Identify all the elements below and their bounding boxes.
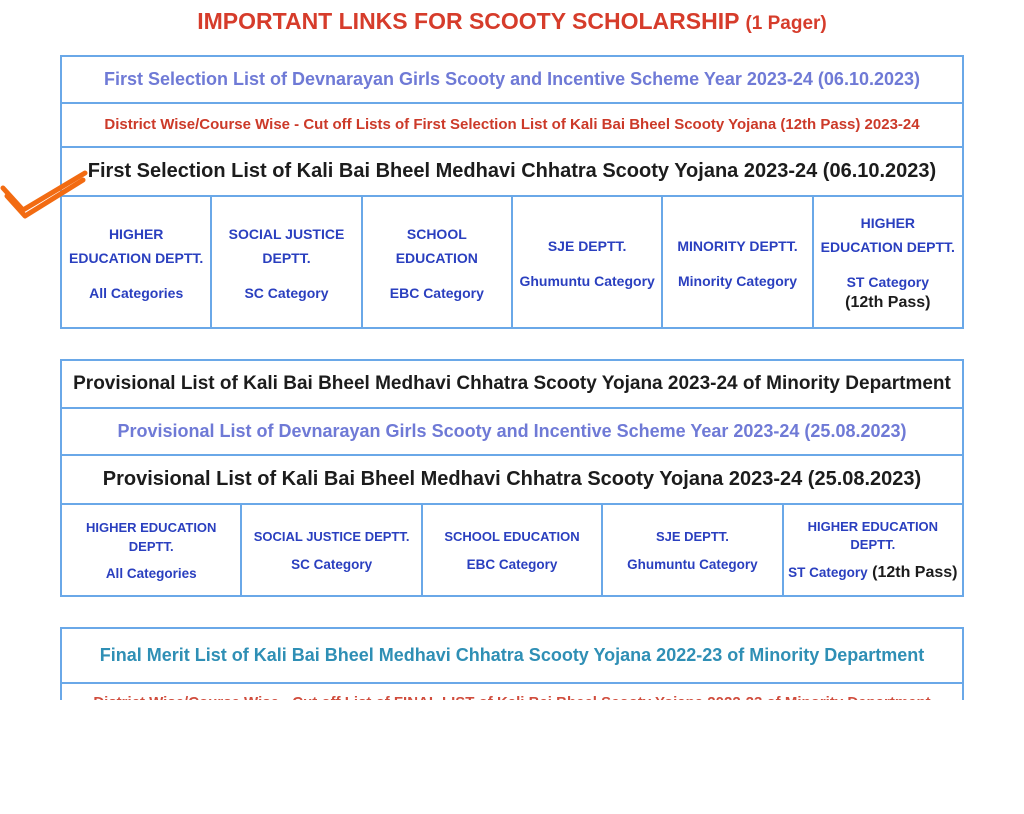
department-link[interactable]: SCHOOL EDUCATION: [369, 223, 505, 271]
department-link[interactable]: SJE DEPTT.: [656, 528, 729, 546]
department-link[interactable]: SOCIAL JUSTICE DEPTT.: [254, 528, 410, 546]
department-link[interactable]: HIGHER EDUCATION DEPTT.: [788, 518, 958, 554]
department-cell: SJE DEPTT. Ghumuntu Category: [511, 197, 661, 327]
link-final-merit-minority[interactable]: Final Merit List of Kali Bai Bheel Medha…: [100, 645, 925, 665]
title-suffix: (1 Pager): [745, 13, 826, 34]
link-devnarayan-first-selection[interactable]: First Selection List of Devnarayan Girls…: [104, 69, 920, 89]
category-link[interactable]: ST Category (12th Pass): [788, 564, 957, 582]
department-cell: SCHOOL EDUCATION EBC Category: [361, 197, 511, 327]
department-cell: SCHOOL EDUCATION EBC Category: [421, 505, 601, 595]
department-link[interactable]: SCHOOL EDUCATION: [444, 528, 579, 546]
department-cell: SOCIAL JUSTICE DEPTT. SC Category: [240, 505, 420, 595]
department-link[interactable]: HIGHER EDUCATION DEPTT.: [820, 212, 956, 260]
row-link: District Wise/Course Wise - Cut off List…: [62, 682, 962, 700]
department-cell: SOCIAL JUSTICE DEPTT. SC Category: [210, 197, 360, 327]
department-link[interactable]: HIGHER EDUCATION DEPTT.: [68, 223, 204, 271]
department-link[interactable]: HIGHER EDUCATION DEPTT.: [66, 519, 236, 555]
department-cell: HIGHER EDUCATION DEPTT. All Categories: [62, 197, 210, 327]
department-link[interactable]: SOCIAL JUSTICE DEPTT.: [218, 223, 354, 271]
category-link[interactable]: EBC Category: [390, 285, 484, 301]
link-cutoff-kali-bai-first[interactable]: District Wise/Course Wise - Cut off List…: [104, 116, 919, 133]
row-link: District Wise/Course Wise - Cut off List…: [62, 102, 962, 146]
department-cell: HIGHER EDUCATION DEPTT. All Categories: [62, 505, 240, 595]
department-cell: HIGHER EDUCATION DEPTT. ST Category (12th…: [812, 197, 962, 327]
row-heading: First Selection List of Kali Bai Bheel M…: [62, 146, 962, 195]
department-link[interactable]: SJE DEPTT.: [548, 235, 627, 259]
category-link[interactable]: Ghumuntu Category: [627, 557, 758, 572]
section-provisional: Provisional List of Kali Bai Bheel Medha…: [60, 359, 964, 597]
category-link[interactable]: EBC Category: [467, 557, 558, 572]
department-cell: SJE DEPTT. Ghumuntu Category: [601, 505, 781, 595]
row-heading: Provisional List of Kali Bai Bheel Medha…: [62, 361, 962, 407]
category-extra: (12th Pass): [868, 564, 958, 581]
category-link[interactable]: SC Category: [244, 285, 328, 301]
row-link: Provisional List of Devnarayan Girls Sco…: [62, 407, 962, 454]
category-link[interactable]: ST Category (12th Pass): [845, 274, 930, 312]
page-title: IMPORTANT LINKS FOR SCOOTY SCHOLARSHIP (…: [0, 8, 1024, 35]
title-main: IMPORTANT LINKS FOR SCOOTY SCHOLARSHIP: [197, 8, 739, 34]
category-link[interactable]: SC Category: [291, 557, 372, 572]
row-link: Final Merit List of Kali Bai Bheel Medha…: [62, 629, 962, 682]
section-final-merit: Final Merit List of Kali Bai Bheel Medha…: [60, 627, 964, 700]
row-heading: Provisional List of Kali Bai Bheel Medha…: [62, 454, 962, 503]
category-link[interactable]: All Categories: [106, 566, 197, 581]
department-cell: MINORITY DEPTT. Minority Category: [661, 197, 811, 327]
heading-kali-bai-first-selection: First Selection List of Kali Bai Bheel M…: [88, 160, 936, 182]
row-link: First Selection List of Devnarayan Girls…: [62, 57, 962, 102]
category-extra: (12th Pass): [845, 294, 930, 311]
department-link[interactable]: MINORITY DEPTT.: [677, 235, 797, 259]
category-link[interactable]: Ghumuntu Category: [519, 273, 654, 289]
department-cells-row: HIGHER EDUCATION DEPTT. All Categories SOC…: [62, 195, 962, 327]
link-cutoff-final-minority[interactable]: District Wise/Course Wise - Cut off List…: [93, 694, 930, 700]
category-link[interactable]: All Categories: [89, 285, 183, 301]
section-first-selection: First Selection List of Devnarayan Girls…: [60, 55, 964, 329]
department-cells-row: HIGHER EDUCATION DEPTT. All Categories SOC…: [62, 503, 962, 595]
department-cell: HIGHER EDUCATION DEPTT. ST Category (12th…: [782, 505, 962, 595]
heading-provisional-minority: Provisional List of Kali Bai Bheel Medha…: [73, 373, 951, 394]
category-link[interactable]: Minority Category: [678, 273, 797, 289]
heading-provisional-kali-bai: Provisional List of Kali Bai Bheel Medha…: [103, 468, 921, 490]
link-provisional-devnarayan[interactable]: Provisional List of Devnarayan Girls Sco…: [117, 421, 906, 441]
